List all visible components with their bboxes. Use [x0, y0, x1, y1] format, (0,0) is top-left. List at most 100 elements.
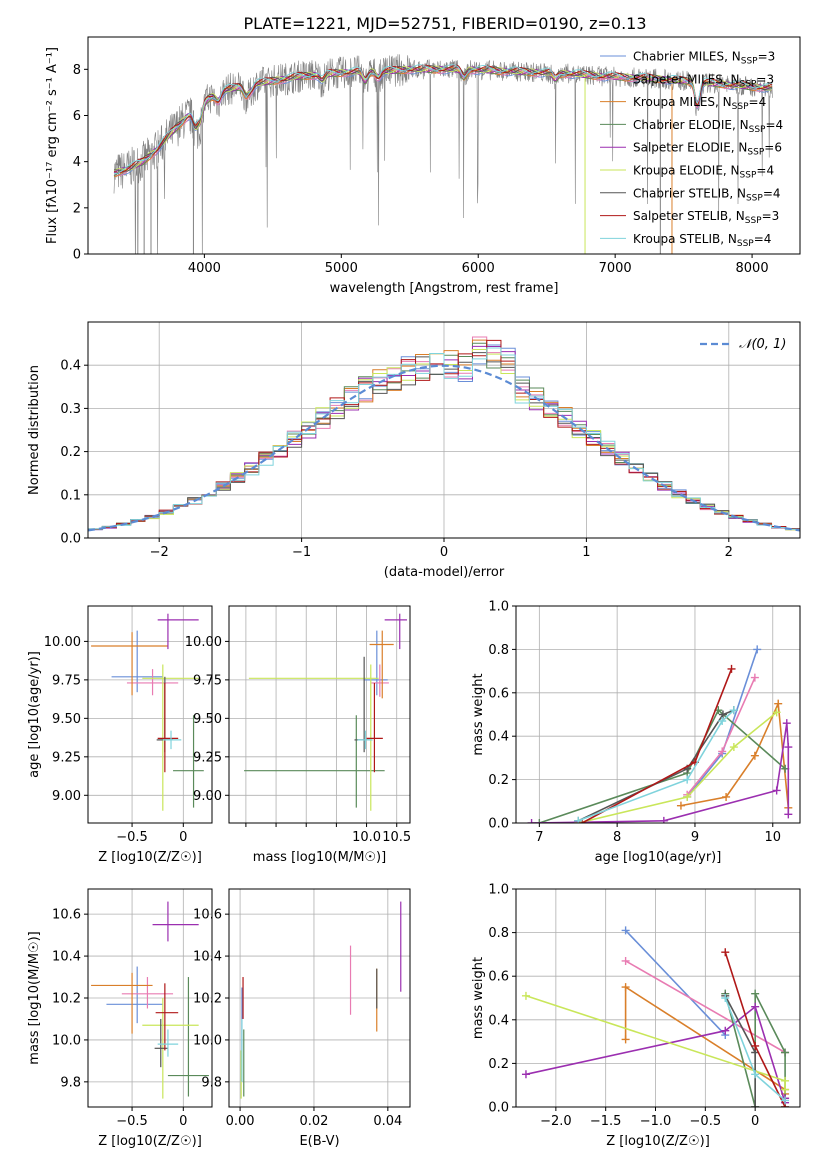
model-line-salpeter-stelib [113, 64, 773, 173]
y-tick-label: 1.0 [488, 600, 509, 615]
y-tick-label: 10.00 [44, 635, 81, 650]
x-tick-label: −1 [292, 545, 311, 560]
y-tick-label: 10.4 [193, 950, 222, 965]
mass-weight-marker [535, 819, 544, 823]
y-tick-label: 2 [73, 201, 81, 216]
axes-frame [87, 36, 801, 255]
x-tick-label: −2 [150, 545, 169, 560]
panel-residuals: −2 −1 0 1 2 0.0 0.1 0.2 0.3 0.4 (data-model)/error… [27, 321, 801, 580]
mass-weight-marker [718, 747, 727, 756]
x-tick-label: 4000 [188, 261, 221, 276]
y-tick-label: 0.3 [60, 402, 81, 417]
mass-weight-marker [721, 948, 730, 957]
panel-mass-vs-EBV: 0.00 0.02 0.04 9.8 10.0 10.2 10.4 10.6 E(B-V) [193, 888, 411, 1149]
model-line-kroupa-stelib [114, 64, 773, 174]
y-tick-label: 9.75 [193, 673, 222, 688]
panel-age-vs-Z: −0.5 0 9.00 9.25 9.50 9.75 10.00 Z [log10(Z/Z☉)… [27, 605, 213, 865]
y-tick-label: 9.00 [52, 789, 81, 804]
mass-weight-line-salpeter-elodie [531, 723, 790, 823]
x-axis-label: Z [log10(Z/Z☉)] [606, 1134, 710, 1149]
mass-weight-marker [751, 989, 760, 998]
legend-label-kroupa-elodie: Kroupa ELODIE, NSSP=4 [633, 164, 774, 181]
legend-label-salpeter-stelib: Salpeter STELIB, NSSP=3 [633, 209, 779, 226]
x-axis-label: mass [log10(M/M☉)] [253, 850, 386, 865]
mass-weight-marker [527, 819, 536, 823]
y-tick-label: 0.6 [488, 970, 509, 985]
errorbar-chabrier-miles [363, 630, 388, 696]
observed-spectrum-line [113, 54, 773, 254]
x-tick-label: −0.5 [116, 830, 148, 845]
mass-weight-marker [781, 1096, 790, 1105]
errorbar-salpeter-elodie [157, 613, 199, 650]
x-axis-label: wavelength [Angstrom, rest frame] [330, 281, 559, 296]
y-tick-label: 1.0 [488, 883, 509, 898]
axes-frame [515, 605, 801, 824]
mass-weight-marker [722, 792, 731, 801]
x-axis-label: age [log10(age/yr)] [595, 850, 722, 865]
errorbar-salpeter-elodie [152, 901, 199, 942]
mass-weight-marker [621, 926, 630, 935]
y-tick-label: 0.0 [488, 1101, 509, 1116]
x-tick-label: 0.04 [373, 1114, 402, 1129]
y-tick-label: 9.50 [52, 712, 81, 727]
mass-weight-marker [621, 1035, 630, 1044]
legend-label-chabrier-elodie: Chabrier ELODIE, NSSP=4 [633, 118, 783, 135]
errorbar-salpeter-stelib [366, 682, 383, 773]
y-tick-label: 0.0 [60, 532, 81, 547]
x-tick-label: 7 [535, 830, 543, 845]
errorbar-kroupa-stelib [162, 730, 182, 750]
mass-weight-marker [781, 1085, 790, 1094]
errorbar-kroupa-stelib [357, 730, 373, 750]
y-tick-label: 8 [73, 63, 81, 78]
errorbar-chabrier-stelib [154, 1018, 168, 1068]
x-tick-label: 10 [764, 830, 781, 845]
plot-area-massweight-vs-Z [516, 889, 800, 1107]
y-axis-label: mass [log10(M/M☉)] [27, 931, 42, 1064]
y-tick-label: 0 [73, 248, 81, 263]
errorbar-chabrier-elodie [173, 715, 204, 808]
x-tick-label: 10.5 [382, 830, 411, 845]
y-axis-label: age [log10(age/yr)] [27, 651, 42, 778]
x-axis-label: E(B-V) [299, 1134, 339, 1149]
mass-weight-marker [621, 956, 630, 965]
mass-weight-marker [751, 1103, 760, 1107]
mass-weight-marker [772, 708, 781, 717]
legend-label-chabrier-miles: Chabrier MILES, NSSP=3 [633, 50, 775, 67]
y-tick-label: 10.00 [185, 635, 222, 650]
mass-weight-marker [729, 706, 738, 715]
mass-weight-marker [753, 645, 762, 654]
mass-weight-marker [781, 1048, 790, 1057]
mass-weight-line-salpeter-miles [625, 960, 786, 1054]
y-tick-label: 0.1 [60, 488, 81, 503]
x-tick-label: 5000 [325, 261, 358, 276]
plot-area-spectrum [113, 54, 773, 254]
mass-weight-marker [659, 816, 668, 823]
y-tick-label: 10.2 [193, 992, 222, 1007]
y-tick-label: 0.0 [488, 817, 509, 832]
mass-weight-line-kroupa-stelib [577, 709, 735, 822]
y-tick-label: 10.4 [52, 950, 81, 965]
errorbar-salpeter-stelib [155, 983, 179, 1051]
x-tick-label: −0.5 [116, 1114, 148, 1129]
mass-weight-marker [727, 664, 736, 673]
mass-weight-marker [721, 994, 730, 1002]
x-tick-label: 9 [691, 830, 699, 845]
x-tick-label: −2.0 [540, 1114, 572, 1129]
x-tick-label: −1.5 [590, 1114, 622, 1129]
panel-age-vs-mass: 10.0 10.5 9.00 9.25 9.50 9.75 10.00 mass [log10… [185, 605, 411, 865]
y-tick-label: 9.00 [193, 789, 222, 804]
mass-weight-marker [718, 717, 727, 726]
y-tick-label: 10.6 [193, 908, 222, 923]
mass-weight-marker [683, 775, 692, 784]
x-tick-label: 7000 [599, 261, 632, 276]
mass-weight-marker [574, 816, 583, 823]
y-tick-label: 0.2 [488, 773, 509, 788]
errorbar-chabrier-miles [106, 966, 163, 1024]
y-axis-label: mass weight [471, 957, 486, 1039]
y-axis-label: Flux [fλ10⁻¹⁷ erg cm⁻² s⁻¹ A⁻¹] [45, 47, 60, 244]
errorbar-kroupa-miles [91, 632, 168, 696]
mass-weight-marker [772, 786, 781, 795]
panel-massweight-vs-age: 7 8 9 10 0.0 0.2 0.4 0.6 0.8 1.0 age [log10(age/yr… [471, 600, 801, 865]
panel-mass-vs-Z: −0.5 0 9.8 10.0 10.2 10.4 10.6 Z [log10(Z/Z☉)] m… [27, 888, 213, 1149]
